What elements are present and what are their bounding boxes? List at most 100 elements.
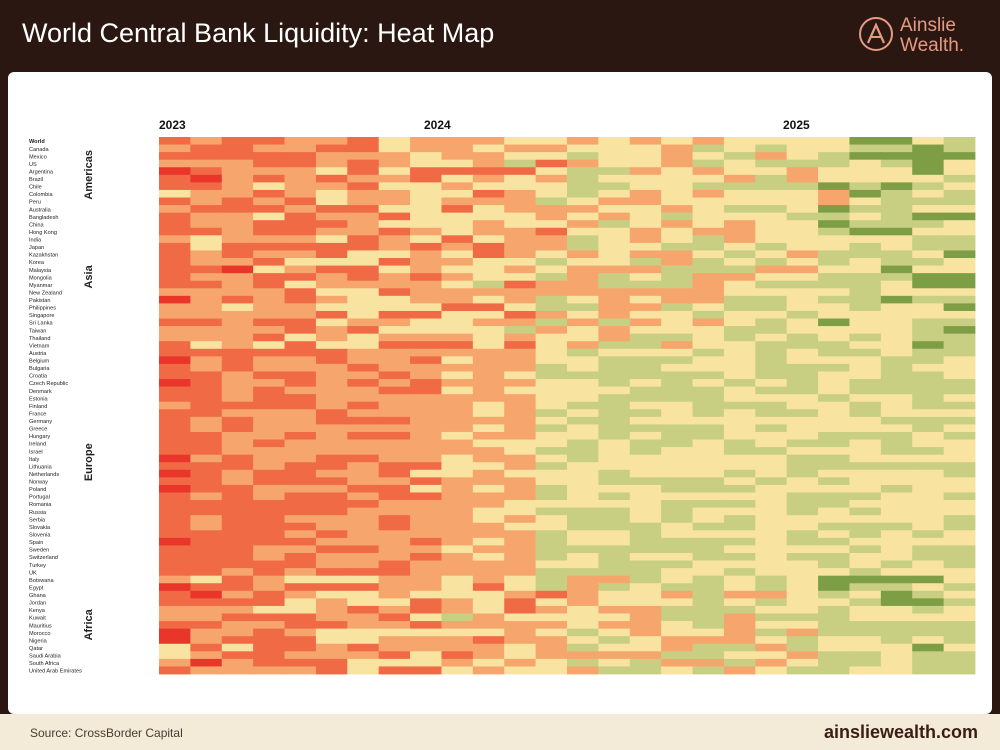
heatmap-cell: [629, 379, 662, 387]
heatmap-cell: [378, 250, 411, 259]
heatmap-cell: [378, 379, 411, 387]
heatmap-cell: [567, 363, 599, 372]
heatmap-cell: [880, 439, 913, 448]
website-link[interactable]: ainsliewealth.com: [823, 722, 978, 742]
heatmap-cell: [723, 363, 756, 372]
heatmap-cell: [567, 295, 599, 304]
heatmap-cell: [472, 621, 505, 630]
heatmap-cell: [190, 235, 223, 244]
heatmap-cell: [692, 363, 725, 372]
heatmap-cell: [284, 182, 317, 191]
heatmap-cell: [347, 416, 380, 425]
heatmap-cell: [535, 280, 568, 289]
heatmap-cell: [943, 242, 976, 251]
heatmap-cell: [912, 568, 945, 577]
heatmap-cell: [629, 137, 662, 145]
heatmap-cell: [629, 348, 662, 357]
heatmap-cell: [755, 280, 788, 289]
heatmap-cell: [786, 288, 819, 297]
heatmap-cell: [849, 280, 882, 289]
heatmap-cell: [378, 416, 411, 425]
heatmap-cell: [253, 545, 285, 554]
heatmap-cell: [535, 144, 568, 153]
heatmap-cell: [410, 174, 442, 183]
heatmap-cell: [315, 137, 348, 145]
heatmap-cell: [629, 363, 662, 372]
heatmap-cell: [284, 658, 317, 667]
row-label: Sri Lanka: [29, 321, 54, 327]
heatmap-cell: [284, 469, 317, 478]
heatmap-cell: [284, 318, 317, 327]
heatmap-cell: [190, 280, 223, 289]
heatmap-cell: [629, 152, 662, 161]
heatmap-cell: [849, 242, 882, 251]
heatmap-cell: [190, 492, 223, 501]
heatmap-cell: [567, 326, 599, 335]
heatmap-cell: [159, 454, 191, 463]
heatmap-cell: [159, 484, 191, 493]
heatmap-cell: [786, 492, 819, 501]
heatmap-cell: [943, 537, 976, 546]
heatmap-cell: [159, 295, 191, 304]
heatmap-cell: [818, 242, 850, 251]
heatmap-cell: [441, 424, 474, 433]
heatmap-cell: [535, 477, 568, 486]
heatmap-cell: [253, 250, 285, 259]
heatmap-cell: [159, 651, 191, 660]
heatmap-cell: [159, 537, 191, 546]
heatmap-cell: [943, 326, 976, 335]
heatmap-cell: [472, 469, 505, 478]
heatmap-cell: [253, 137, 285, 145]
row-label: Kuwait: [29, 616, 46, 622]
row-label: South Africa: [29, 661, 60, 667]
heatmap-cell: [221, 371, 254, 380]
heatmap-cell: [818, 500, 850, 508]
heatmap-cell: [755, 636, 788, 645]
heatmap-cell: [755, 197, 788, 206]
heatmap-cell: [598, 484, 631, 493]
heatmap-cell: [849, 288, 882, 297]
heatmap-cell: [629, 628, 662, 637]
heatmap-cell: [221, 431, 254, 440]
heatmap-cell: [661, 341, 693, 350]
heatmap-cell: [315, 613, 348, 622]
heatmap-cell: [535, 227, 568, 236]
heatmap-cell: [347, 522, 380, 531]
heatmap-cell: [912, 152, 945, 161]
heatmap-cell: [347, 379, 380, 387]
heatmap-cell: [472, 212, 505, 221]
heatmap-cell: [943, 394, 976, 403]
heatmap-cell: [159, 152, 191, 161]
heatmap-cell: [629, 477, 662, 486]
heatmap-cell: [284, 280, 317, 289]
row-label: Belgium: [29, 359, 50, 365]
heatmap-cell: [472, 545, 505, 554]
heatmap-cell: [629, 242, 662, 251]
heatmap-cell: [347, 590, 380, 599]
heatmap-cell: [755, 416, 788, 425]
heatmap-cell: [818, 379, 850, 387]
heatmap-cell: [755, 288, 788, 297]
heatmap-cell: [661, 326, 693, 335]
heatmap-cell: [190, 356, 223, 365]
heatmap-cell: [253, 590, 285, 599]
heatmap-cell: [441, 212, 474, 221]
heatmap-cell: [221, 152, 254, 161]
heatmap-cell: [912, 484, 945, 493]
heatmap-cell: [315, 651, 348, 660]
heatmap-cell: [723, 454, 756, 463]
heatmap-cell: [347, 273, 380, 282]
heatmap-cell: [441, 454, 474, 463]
heatmap-cell: [472, 454, 505, 463]
heatmap-cell: [315, 152, 348, 161]
heatmap-cell: [441, 628, 474, 637]
heatmap-cell: [221, 628, 254, 637]
heatmap-cell: [692, 273, 725, 282]
heatmap-cell: [629, 431, 662, 440]
heatmap-cell: [567, 447, 599, 456]
heatmap-cell: [221, 477, 254, 486]
heatmap-cell: [284, 205, 317, 214]
heatmap-cell: [315, 598, 348, 607]
heatmap-cell: [472, 379, 505, 387]
heatmap-cell: [755, 265, 788, 274]
